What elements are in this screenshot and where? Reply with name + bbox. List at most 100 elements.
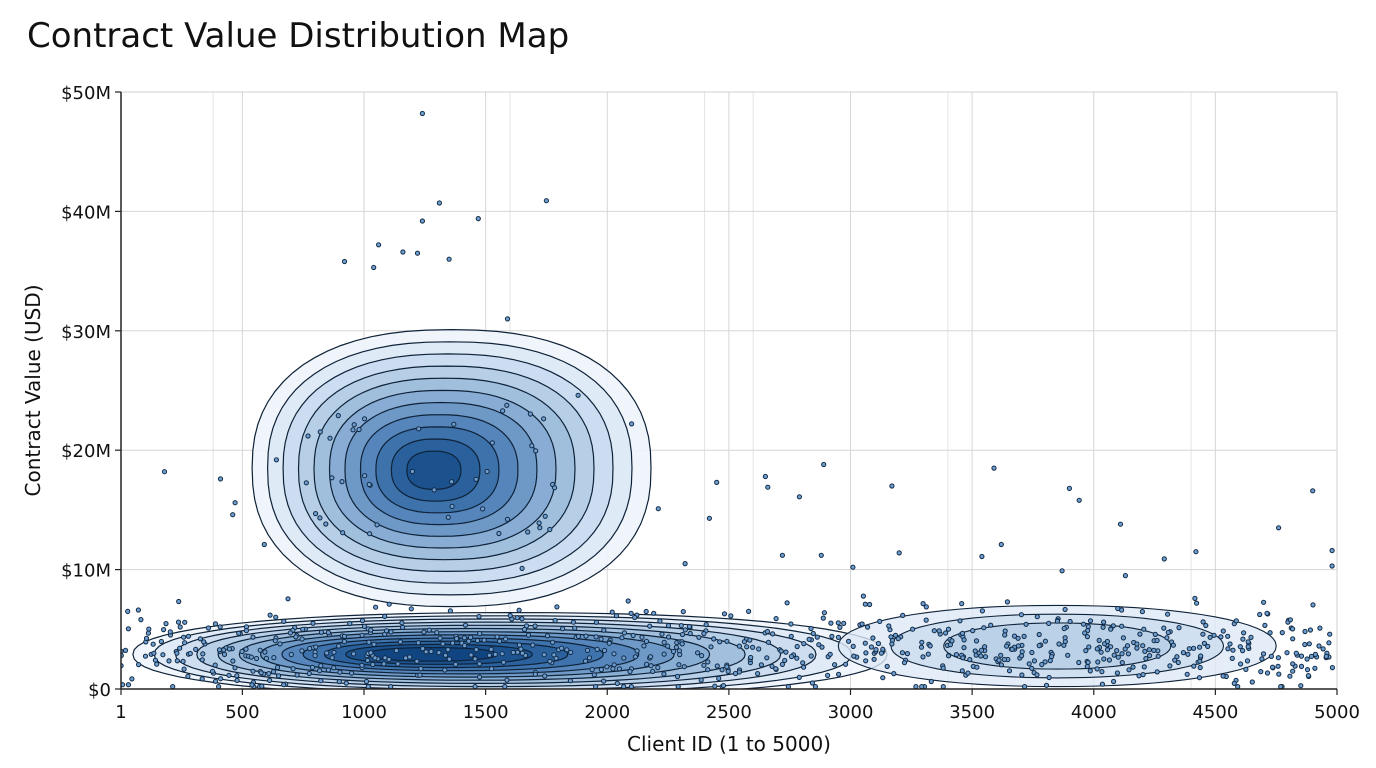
data-point bbox=[212, 662, 218, 668]
data-point bbox=[614, 680, 620, 687]
x-tick-label: 2500 bbox=[706, 702, 752, 723]
data-point bbox=[982, 654, 989, 660]
data-point bbox=[317, 668, 323, 674]
data-point bbox=[756, 646, 762, 652]
data-point bbox=[1108, 626, 1114, 632]
data-point bbox=[415, 640, 421, 646]
data-point bbox=[1002, 632, 1008, 638]
data-point bbox=[507, 612, 513, 619]
data-point bbox=[421, 629, 427, 635]
y-tick-label: $10M bbox=[61, 561, 111, 582]
data-point bbox=[1106, 657, 1113, 663]
data-point bbox=[1310, 602, 1316, 608]
data-point bbox=[135, 607, 141, 613]
data-point bbox=[193, 646, 199, 653]
data-point bbox=[1248, 634, 1254, 641]
data-point bbox=[1305, 673, 1312, 679]
data-point bbox=[217, 624, 223, 630]
data-point bbox=[724, 664, 730, 670]
data-point bbox=[1323, 653, 1329, 660]
data-point bbox=[996, 657, 1002, 663]
data-point bbox=[1172, 657, 1178, 663]
data-point bbox=[312, 653, 318, 659]
data-point bbox=[271, 655, 277, 661]
data-point bbox=[1240, 636, 1246, 642]
data-point bbox=[606, 640, 612, 646]
data-point bbox=[1170, 642, 1177, 648]
data-point bbox=[1276, 525, 1282, 531]
data-point bbox=[518, 646, 524, 652]
data-point bbox=[728, 613, 734, 619]
data-point bbox=[719, 667, 725, 673]
data-point bbox=[967, 657, 973, 663]
data-point bbox=[1046, 620, 1052, 627]
data-point bbox=[981, 625, 987, 631]
data-point bbox=[910, 626, 916, 632]
data-point bbox=[288, 651, 294, 658]
data-point bbox=[472, 684, 478, 689]
data-point bbox=[1164, 635, 1170, 641]
data-point bbox=[409, 468, 415, 475]
data-point bbox=[705, 659, 711, 665]
data-point bbox=[621, 630, 628, 636]
data-point bbox=[1155, 653, 1161, 659]
data-point bbox=[1316, 643, 1322, 649]
data-point bbox=[536, 520, 542, 526]
data-point bbox=[919, 639, 925, 645]
data-point bbox=[217, 476, 224, 482]
data-point bbox=[841, 620, 847, 627]
data-point bbox=[568, 649, 574, 656]
data-point bbox=[414, 250, 421, 256]
data-point bbox=[583, 633, 589, 639]
data-point bbox=[230, 512, 236, 518]
data-point bbox=[1165, 611, 1171, 617]
data-point bbox=[1197, 664, 1203, 671]
data-point bbox=[843, 661, 849, 667]
data-point bbox=[299, 648, 305, 654]
data-point bbox=[1275, 655, 1282, 661]
data-point bbox=[1022, 684, 1028, 689]
data-point bbox=[1257, 611, 1263, 618]
data-point bbox=[504, 402, 510, 408]
data-point bbox=[764, 655, 770, 661]
data-point bbox=[765, 484, 771, 490]
data-point bbox=[236, 630, 242, 636]
data-point bbox=[699, 653, 705, 659]
data-point bbox=[386, 601, 392, 607]
data-point bbox=[516, 642, 523, 648]
data-point bbox=[550, 639, 556, 645]
data-point bbox=[257, 647, 263, 653]
data-point bbox=[582, 658, 589, 664]
data-point bbox=[724, 638, 730, 644]
data-point bbox=[868, 644, 875, 650]
data-point bbox=[446, 656, 452, 662]
data-point bbox=[547, 658, 553, 664]
data-point bbox=[300, 626, 306, 632]
data-point bbox=[611, 651, 617, 657]
data-point bbox=[436, 650, 442, 656]
data-point bbox=[1114, 670, 1121, 676]
data-point bbox=[416, 426, 422, 432]
data-point bbox=[182, 619, 188, 625]
data-point bbox=[1245, 644, 1251, 650]
data-point bbox=[1151, 647, 1157, 654]
data-point bbox=[287, 630, 293, 636]
data-point bbox=[281, 682, 287, 688]
data-point bbox=[859, 621, 865, 627]
data-point bbox=[1320, 646, 1326, 652]
data-point bbox=[1143, 656, 1149, 662]
data-point bbox=[1196, 675, 1203, 681]
data-point bbox=[1185, 651, 1191, 657]
data-point bbox=[1031, 658, 1038, 664]
data-point bbox=[794, 655, 800, 661]
data-point bbox=[1099, 681, 1106, 687]
data-point bbox=[1141, 626, 1147, 632]
data-point bbox=[290, 666, 296, 672]
data-point bbox=[541, 652, 547, 658]
data-point bbox=[1085, 659, 1091, 666]
data-point bbox=[542, 673, 548, 679]
data-point bbox=[1056, 641, 1062, 647]
data-point bbox=[331, 649, 337, 655]
data-point bbox=[442, 667, 448, 673]
data-point bbox=[181, 666, 187, 672]
